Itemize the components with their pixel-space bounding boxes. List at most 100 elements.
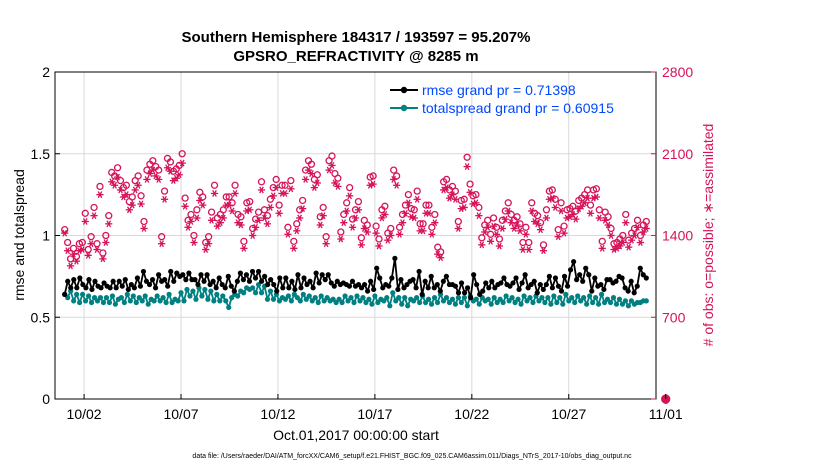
series-possible [61,150,671,404]
assimilated-marker [158,240,166,248]
assimilated-marker-stroke [558,207,564,215]
totalspread-point [249,285,256,291]
rmse-point [374,265,380,271]
assimilated-marker-stroke [282,190,288,197]
rmse-point [334,278,340,284]
totalspread-point [351,299,357,306]
totalspread-point [208,288,214,294]
possible-marker [357,234,366,242]
possible-marker [542,206,551,214]
rmse-point [498,280,504,286]
rmse-point [546,273,552,279]
possible-marker [539,241,548,249]
rmse-point [613,278,619,284]
assimilated-marker-stroke [209,216,214,224]
totalspread-point [485,296,491,302]
possible-marker [322,233,330,241]
assimilated-marker-stroke [641,228,646,236]
assimilated-marker [410,214,418,222]
rmse-point [492,285,498,291]
possible-marker [222,193,230,201]
totalspread-point [241,290,247,296]
rmse-point [489,278,495,284]
possible-marker [416,220,424,228]
possible-marker [225,193,233,201]
assimilated-marker-stroke [488,237,493,245]
assimilated-marker [275,209,283,217]
assimilated-marker-stroke [599,244,605,252]
rmse-point [531,278,537,284]
totalspread-point [193,296,199,302]
rmse-point [110,278,116,284]
assimilated-marker-stroke [347,192,352,200]
assimilated-marker [184,223,192,231]
rmse-point [361,281,368,288]
assimilated-marker-stroke [344,207,350,215]
assimilated-marker [586,209,595,217]
rmse-point [86,277,92,283]
assimilated-marker [64,247,72,255]
assimilated-marker-stroke [479,241,485,249]
rmse-point [268,277,274,283]
rmse-point [534,290,540,296]
assimilated-marker-stroke [124,191,129,199]
assimilated-marker-stroke [220,214,226,222]
assimilated-marker-stroke [79,246,85,253]
totalspread-point [226,304,232,311]
rmse-point [461,290,468,296]
possible-marker [501,207,509,215]
possible-marker [160,187,169,195]
assimilated-marker [463,163,471,171]
assimilated-marker-stroke [508,219,514,227]
possible-marker [466,180,474,188]
rmse-point [564,283,571,289]
totalspread-point [405,303,411,309]
possible-marker [90,203,98,212]
assimilated-marker-stroke [200,201,206,209]
assimilated-marker-stroke [538,226,543,234]
rmse-point [501,275,507,281]
rmse-point [113,285,119,291]
rmse-point [240,277,247,283]
assimilated-marker-stroke [470,200,476,208]
assimilated-marker-stroke [185,223,191,231]
y-left-tick-label: 0 [42,391,50,407]
totalspread-point [97,295,104,301]
possible-marker [354,197,363,206]
assimilated-marker [199,201,207,209]
totalspread-point [288,298,294,304]
totalspread-point [264,296,271,302]
assimilated-marker-stroke [267,204,273,211]
totalspread-point [509,295,515,301]
assimilated-marker [475,212,483,220]
grid-lines [55,72,656,399]
assimilated-marker-stroke [544,214,549,222]
totalspread-point [387,303,393,309]
possible-marker [328,152,336,160]
assimilated-marker [395,230,404,238]
rmse-point [389,275,395,281]
totalspread-point [77,299,83,306]
totalspread-point [127,298,133,304]
assimilated-marker [425,209,433,217]
totalspread-point [622,298,629,304]
assimilated-marker [592,193,600,201]
totalspread-point [85,293,92,299]
assimilated-marker-stroke [303,176,308,183]
rmse-point [574,277,580,283]
assimilated-marker [557,207,565,215]
assimilated-marker [340,219,348,227]
possible-marker [199,193,207,201]
assimilated-marker [625,243,633,251]
possible-marker [84,245,92,254]
rmse-point [98,285,104,291]
chart-title-line2: GPSRO_REFRACTIVITY @ 8285 m [233,48,478,65]
totalspread-point [590,299,596,306]
assimilated-marker [516,227,524,235]
rmse-point [140,268,147,275]
assimilated-marker-stroke [244,207,250,215]
possible-marker [498,216,507,224]
assimilated-marker [122,191,130,199]
assimilated-marker-stroke [262,214,267,222]
assimilated-marker-stroke [555,233,561,241]
